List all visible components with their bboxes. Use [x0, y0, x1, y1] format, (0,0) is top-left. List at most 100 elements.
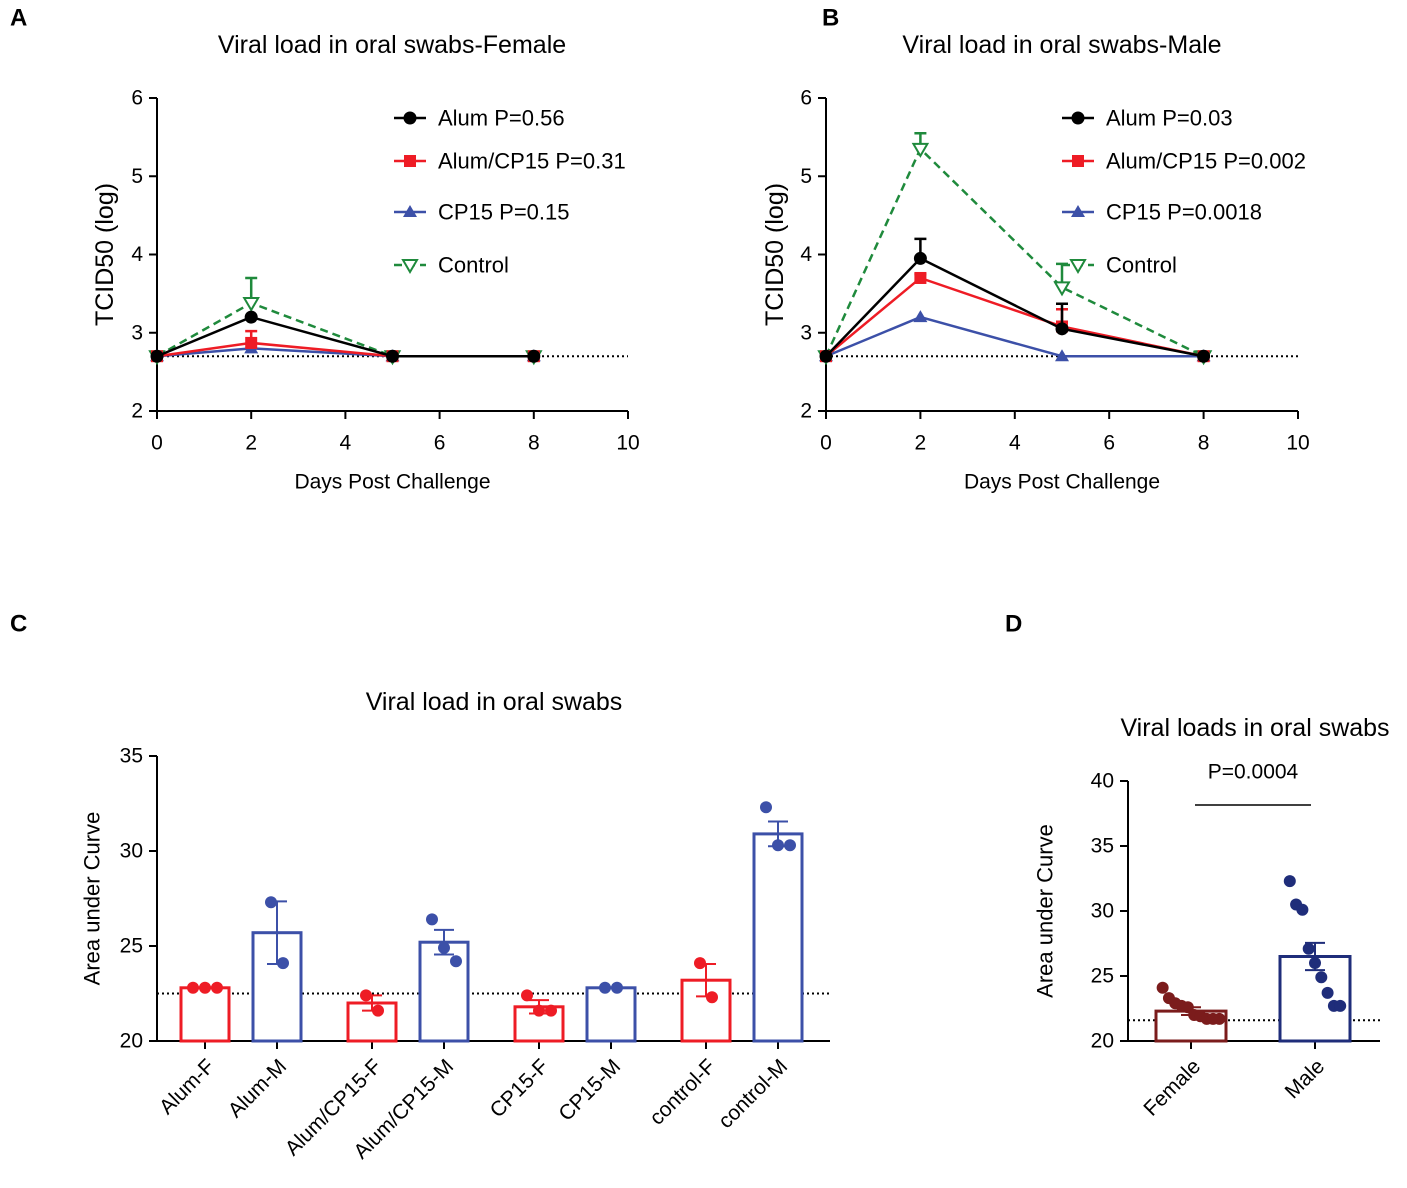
y-tick-label: 3: [131, 321, 143, 344]
bar: [418, 940, 470, 1043]
series-line: [156, 315, 534, 358]
x-axis-label: Days Post Challenge: [294, 471, 490, 494]
marker: [242, 297, 260, 312]
y-tick-label: 35: [1091, 835, 1114, 858]
data-point: [360, 989, 372, 1002]
x-tick-label: CP15-F: [486, 1055, 553, 1122]
data-point: [772, 839, 784, 852]
panel-label: D: [1005, 611, 1022, 638]
panel-label: C: [10, 611, 27, 638]
x-tick-label: 10: [1286, 432, 1309, 455]
marker: [819, 349, 833, 363]
y-tick-label: 2: [131, 400, 143, 423]
data-point: [599, 981, 611, 994]
bar: [752, 832, 804, 1043]
marker: [244, 310, 258, 324]
x-tick-label: 0: [820, 432, 832, 455]
marker: [1053, 281, 1071, 297]
y-tick-label: 25: [120, 935, 143, 958]
x-tick-label: 2: [245, 432, 257, 455]
y-tick-label: 20: [1091, 1030, 1114, 1053]
y-tick-label: 25: [1091, 965, 1114, 988]
x-tick-label: 6: [1103, 432, 1115, 455]
data-point: [545, 1004, 557, 1017]
data-point: [199, 981, 211, 994]
chart-title: Viral load in oral swabs-Male: [902, 31, 1221, 59]
series-line: [824, 146, 1205, 358]
x-tick-label: 4: [1009, 432, 1021, 455]
data-point: [1309, 957, 1321, 969]
y-tick-label: 40: [1091, 770, 1114, 793]
data-point: [533, 1004, 545, 1017]
x-tick-label: Female: [1139, 1055, 1205, 1121]
data-point: [1302, 942, 1315, 955]
marker: [150, 349, 164, 363]
data-point: [1315, 971, 1328, 984]
legend-label: Alum P=0.03: [1106, 106, 1233, 131]
marker: [527, 349, 541, 363]
y-tick-label: 3: [800, 321, 812, 344]
data-point: [426, 913, 438, 926]
y-axis-label: Area under Curve: [80, 812, 105, 986]
y-tick-label: 6: [800, 87, 812, 110]
panel-label: B: [822, 5, 839, 32]
y-axis-label: TCID50 (log): [761, 183, 789, 326]
data-point: [438, 941, 450, 954]
marker: [1071, 205, 1085, 217]
legend-label: Alum/CP15 P=0.31: [438, 149, 626, 174]
y-axis-label: Area under Curve: [1033, 824, 1058, 998]
bar: [179, 986, 231, 1043]
data-point: [521, 989, 533, 1002]
legend-label: CP15 P=0.0018: [1106, 200, 1262, 225]
x-tick-label: 10: [616, 432, 639, 455]
y-tick-label: 5: [800, 165, 812, 188]
x-axis-label: Days Post Challenge: [964, 471, 1160, 494]
y-tick-label: 30: [1091, 900, 1114, 923]
marker: [245, 336, 258, 349]
x-tick-label: 8: [1198, 432, 1210, 455]
x-tick-label: 6: [434, 432, 446, 455]
x-tick-label: Alum-F: [155, 1055, 219, 1119]
bar: [585, 986, 637, 1043]
x-tick-label: 4: [340, 432, 352, 455]
panel-label: A: [10, 5, 27, 32]
x-tick-label: Alum-M: [224, 1055, 291, 1122]
data-point: [1213, 1012, 1226, 1025]
marker: [1055, 322, 1069, 336]
marker: [913, 251, 927, 265]
data-point: [1156, 981, 1169, 994]
chart-title: Viral load in oral swabs-Female: [218, 31, 566, 59]
data-point: [706, 991, 718, 1004]
data-point: [1334, 999, 1347, 1012]
legend-label: CP15 P=0.15: [438, 200, 569, 225]
x-tick-label: Male: [1281, 1055, 1329, 1103]
marker: [403, 111, 417, 125]
x-tick-label: control-M: [714, 1055, 792, 1133]
data-point: [450, 955, 462, 968]
x-tick-label: 8: [528, 432, 540, 455]
marker: [911, 142, 930, 158]
y-tick-label: 6: [131, 87, 143, 110]
marker: [404, 155, 416, 167]
data-point: [694, 957, 706, 970]
chart-title: Viral loads in oral swabs: [1120, 714, 1389, 742]
data-point: [277, 957, 289, 970]
data-point: [211, 981, 223, 994]
legend-label: Control: [1106, 253, 1177, 278]
data-point: [1321, 986, 1334, 999]
marker: [1055, 349, 1069, 362]
data-point: [784, 839, 796, 852]
marker: [1071, 111, 1085, 125]
marker: [914, 271, 927, 284]
legend-label: Control: [438, 253, 509, 278]
x-tick-label: 0: [151, 432, 163, 455]
y-tick-label: 20: [120, 1030, 143, 1053]
series-line: [825, 315, 1204, 358]
y-tick-label: 4: [800, 243, 812, 266]
data-point: [372, 1004, 384, 1017]
x-tick-label: control-F: [645, 1055, 720, 1130]
marker: [403, 205, 417, 217]
series-line: [825, 256, 1204, 358]
legend-label: Alum P=0.56: [438, 106, 565, 131]
